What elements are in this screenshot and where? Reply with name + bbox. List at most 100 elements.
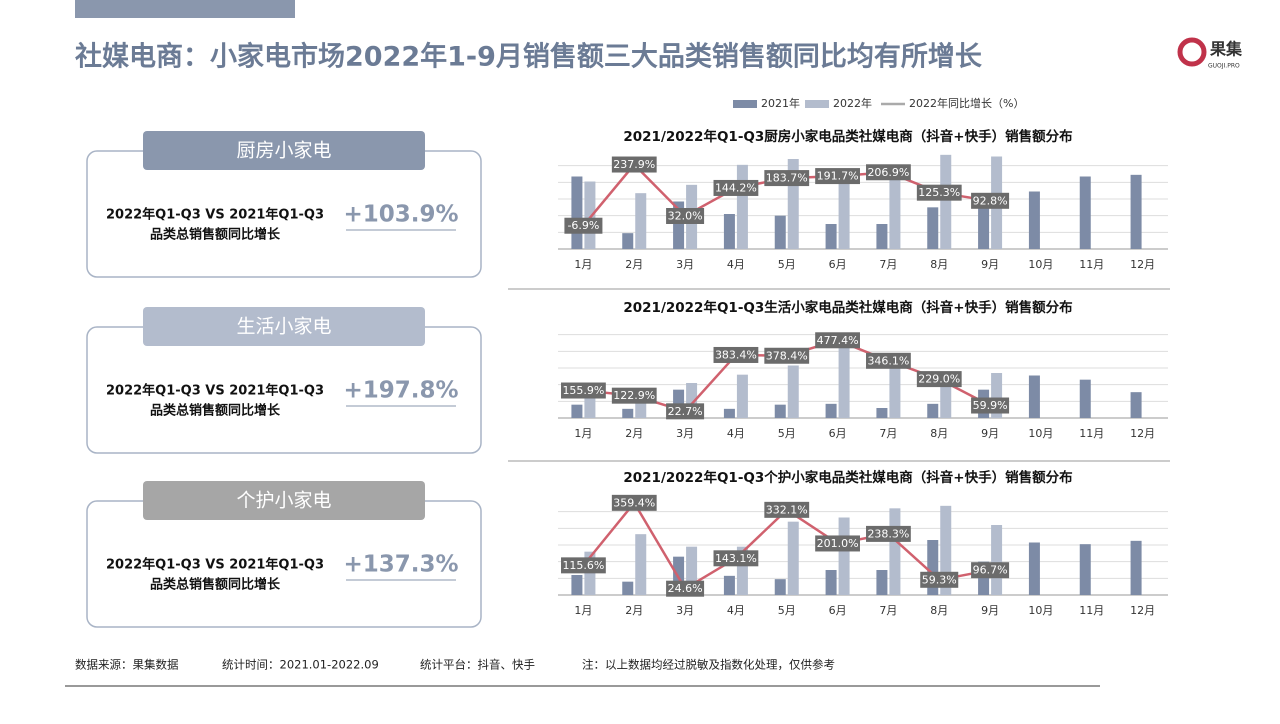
data-label: 143.1% [715, 552, 757, 565]
bar [736, 164, 748, 249]
data-label-box [866, 352, 911, 369]
data-label-box [713, 179, 759, 196]
x-tick-label: 5月 [778, 258, 796, 271]
x-tick-label: 10月 [1028, 427, 1053, 440]
data-label-box [764, 170, 810, 187]
data-label: 24.6% [668, 582, 703, 595]
x-tick-label: 6月 [829, 258, 847, 271]
data-label-box [666, 580, 705, 597]
logo-sub: GUOJI.PRO [1208, 63, 1240, 70]
bar [622, 233, 634, 249]
bar [1028, 191, 1040, 249]
x-tick-label: 1月 [574, 258, 592, 271]
x-tick-label: 12月 [1130, 427, 1155, 440]
bar [571, 575, 583, 595]
x-tick-label: 6月 [829, 604, 847, 617]
bar [991, 373, 1003, 418]
x-tick-label: 10月 [1028, 258, 1053, 271]
bar [1028, 375, 1040, 418]
x-tick-label: 8月 [930, 258, 948, 271]
data-label: 359.4% [613, 496, 655, 509]
bar [723, 408, 735, 418]
x-tick-label: 2月 [625, 427, 643, 440]
data-label: 32.0% [668, 210, 703, 223]
bar [622, 581, 634, 595]
footer-text: 数据来源：果集数据 [75, 658, 179, 672]
bar [838, 343, 850, 418]
x-tick-label: 9月 [981, 258, 999, 271]
bar [774, 579, 786, 595]
panel-text: 品类总销售额同比增长 [150, 577, 281, 593]
bar [1130, 174, 1142, 249]
data-label-box [764, 501, 810, 518]
x-tick-label: 11月 [1079, 604, 1104, 617]
bar [1079, 176, 1091, 249]
data-label: 229.0% [918, 373, 960, 386]
data-label: 477.4% [817, 334, 859, 347]
data-label: 378.4% [766, 349, 808, 362]
bar [686, 383, 698, 418]
x-tick-label: 9月 [981, 427, 999, 440]
x-tick-label: 9月 [981, 604, 999, 617]
data-label-box [815, 168, 860, 185]
bar [876, 408, 888, 418]
data-label: 92.8% [973, 194, 1008, 207]
data-label: 346.1% [867, 354, 909, 367]
panel-tab [143, 307, 425, 346]
slide-title: 社媒电商：小家电市场2022年1-9月销售额三大品类销售额同比均有所增长 [75, 41, 983, 73]
data-label-box [611, 387, 657, 404]
data-label-box [815, 535, 860, 552]
bar [927, 403, 939, 418]
bar [635, 397, 647, 418]
data-label: 144.2% [715, 181, 757, 194]
x-tick-label: 1月 [574, 427, 592, 440]
data-label: 115.6% [562, 559, 604, 572]
bar [635, 534, 647, 595]
data-label: 201.0% [817, 537, 859, 550]
x-tick-label: 7月 [879, 604, 897, 617]
bar [774, 215, 786, 249]
data-label-box [866, 525, 911, 542]
data-label-box [916, 184, 962, 201]
data-label: 59.3% [922, 573, 957, 586]
bar [927, 540, 939, 595]
data-label-box [611, 494, 657, 511]
panel-value: +103.9% [343, 202, 458, 228]
data-label-box [564, 217, 603, 234]
logo-icon [1177, 37, 1207, 67]
x-tick-label: 2月 [625, 258, 643, 271]
x-tick-label: 11月 [1079, 258, 1104, 271]
data-label-box [971, 562, 1010, 579]
bar [978, 561, 990, 595]
panel-tab [143, 131, 425, 170]
bar [1130, 392, 1142, 418]
bar [838, 517, 850, 595]
panel-text: 品类总销售额同比增长 [150, 403, 281, 419]
chart-title: 2021/2022年Q1-Q3个护小家电品类社媒电商（抖音+快手）销售额分布 [623, 469, 1072, 486]
data-label-box [764, 347, 810, 364]
data-label-box [815, 332, 860, 349]
bar [940, 372, 952, 418]
x-tick-label: 4月 [727, 427, 745, 440]
bar [1130, 540, 1142, 595]
bar [940, 154, 952, 249]
panel-value: +197.8% [343, 378, 458, 404]
chart-title: 2021/2022年Q1-Q3生活小家电品类社媒电商（抖音+快手）销售额分布 [623, 299, 1072, 316]
bar [876, 570, 888, 595]
x-tick-label: 8月 [930, 604, 948, 617]
data-label: 191.7% [817, 170, 859, 183]
bar [723, 575, 735, 595]
bar [736, 374, 748, 418]
bar [584, 181, 596, 249]
data-label: 183.7% [766, 172, 808, 185]
data-label-box [971, 397, 1010, 414]
bar [686, 546, 698, 595]
data-label-box [561, 382, 606, 399]
data-label: 125.3% [918, 186, 960, 199]
legend-swatch [733, 100, 757, 108]
data-label-box [713, 550, 759, 567]
bar [723, 214, 735, 249]
bar [673, 201, 685, 249]
bar [635, 193, 647, 249]
panel-text: 2022年Q1-Q3 VS 2021年Q1-Q3 [106, 207, 324, 223]
